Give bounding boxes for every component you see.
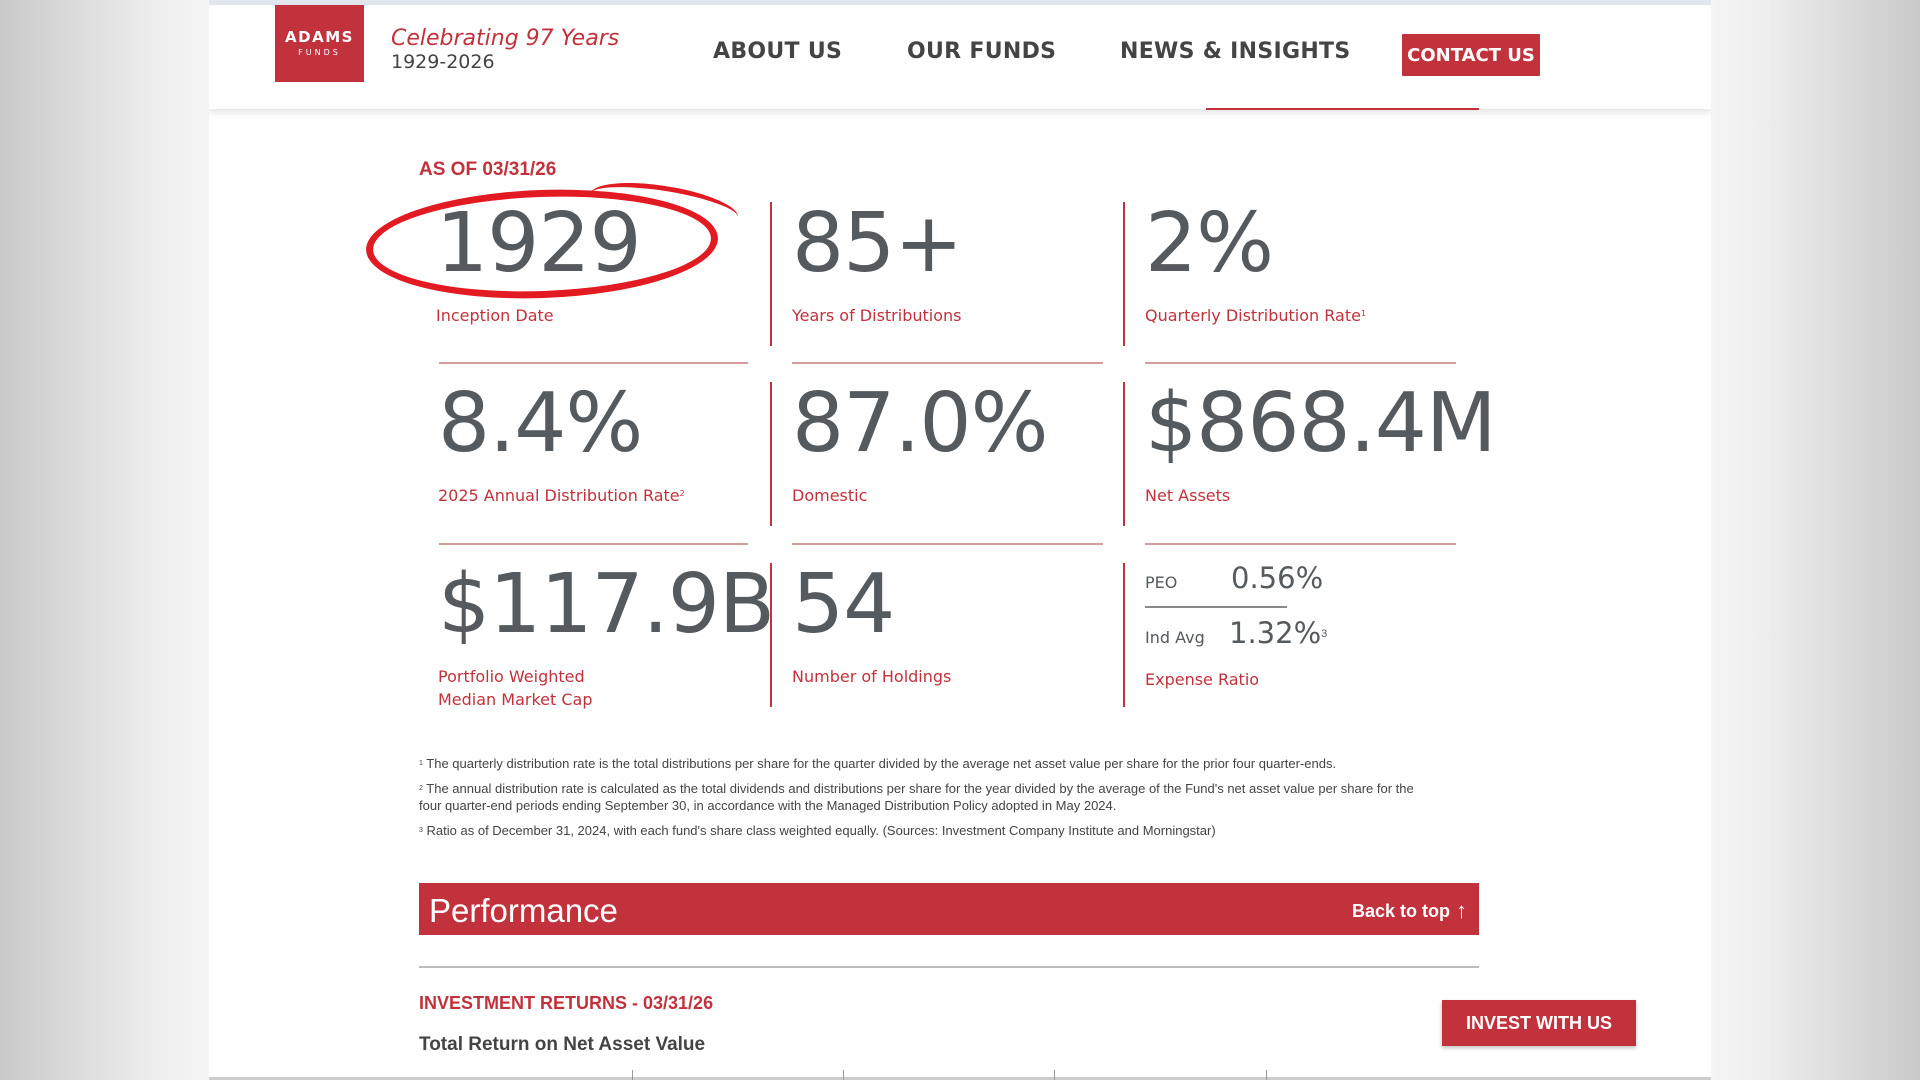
stat-label: Number of Holdings xyxy=(792,667,952,686)
performance-header-bar: Performance Back to top ↑ xyxy=(419,883,1479,935)
stat-label: Years of Distributions xyxy=(792,306,962,325)
ind-avg-value: 1.32% xyxy=(1229,616,1322,650)
divider-horizontal xyxy=(1145,362,1456,364)
ind-avg-row: Ind Avg 1.32% 3 xyxy=(1145,616,1327,650)
section-divider xyxy=(419,966,1479,968)
stat-annual-rate: 8.4% 2025 Annual Distribution Rate2 xyxy=(438,383,685,507)
arrow-up-icon: ↑ xyxy=(1456,898,1467,923)
stat-label: Inception Date xyxy=(436,306,554,325)
stat-label: Net Assets xyxy=(1145,486,1231,505)
footnote-text: Ratio as of December 31, 2024, with each… xyxy=(426,823,1216,838)
stat-value: $117.9B xyxy=(438,557,775,652)
logo-text-adams: ADAMS xyxy=(285,28,354,46)
footnote-num: 3 xyxy=(419,827,423,834)
divider-vertical xyxy=(1123,563,1125,707)
divider-horizontal xyxy=(1145,543,1456,545)
divider-vertical xyxy=(1123,202,1125,346)
ind-avg-label: Ind Avg xyxy=(1145,628,1205,647)
page: ADAMS FUNDS Celebrating 97 Years 1929-20… xyxy=(209,0,1711,1080)
footnote-3: 3 Ratio as of December 31, 2024, with ea… xyxy=(419,822,1434,839)
stat-label: Portfolio Weighted Median Market Cap xyxy=(438,665,774,711)
stat-value: 87.0% xyxy=(792,376,1048,471)
footnote-text: The quarterly distribution rate is the t… xyxy=(426,756,1337,771)
stat-label-line2: Median Market Cap xyxy=(438,690,593,709)
stat-label: 2025 Annual Distribution Rate2 xyxy=(438,484,685,507)
invest-with-us-button[interactable]: INVEST WITH US xyxy=(1442,1000,1636,1046)
divider-horizontal xyxy=(792,543,1103,545)
anniversary-tagline: Celebrating 97 Years 1929-2026 xyxy=(391,26,619,73)
footnote-2: 2 The annual distribution rate is calcul… xyxy=(419,780,1434,814)
stat-value: 2% xyxy=(1145,196,1274,291)
contact-us-button[interactable]: CONTACT US xyxy=(1402,34,1540,76)
stat-value: 1929 xyxy=(436,196,642,291)
table-column-divider xyxy=(632,1070,633,1080)
stat-label-text: 2025 Annual Distribution Rate xyxy=(438,486,680,505)
investment-returns-heading: INVESTMENT RETURNS - 03/31/26 xyxy=(419,993,714,1013)
footnote-ref: 3 xyxy=(1321,628,1328,640)
footnote-ref: 2 xyxy=(679,489,685,498)
table-column-divider xyxy=(843,1070,844,1080)
performance-title: Performance xyxy=(429,892,618,929)
stat-holdings: 54 Number of Holdings xyxy=(792,564,951,688)
site-header: ADAMS FUNDS Celebrating 97 Years 1929-20… xyxy=(209,5,1711,110)
stat-label: Domestic xyxy=(792,486,868,505)
stat-label: Quarterly Distribution Rate1 xyxy=(1145,304,1366,327)
stat-value: 8.4% xyxy=(438,376,643,471)
tagline-years: 1929-2026 xyxy=(391,51,495,73)
footnote-ref: 1 xyxy=(1360,309,1367,318)
peo-row: PEO 0.56% xyxy=(1145,561,1323,595)
table-column-divider xyxy=(1054,1070,1055,1080)
as-of-date: AS OF 03/31/26 xyxy=(419,159,557,180)
divider-horizontal xyxy=(439,362,748,364)
expense-ratio-label: Expense Ratio xyxy=(1145,670,1260,689)
nav-news-insights[interactable]: NEWS & INSIGHTS xyxy=(1120,39,1351,64)
total-return-heading: Total Return on Net Asset Value xyxy=(419,1034,706,1055)
top-border xyxy=(209,0,1711,5)
table-top-border xyxy=(209,1077,1711,1080)
stat-domestic: 87.0% Domestic xyxy=(792,383,1048,507)
stat-quarterly-rate: 2% Quarterly Distribution Rate1 xyxy=(1145,203,1366,327)
peo-label: PEO xyxy=(1145,573,1178,592)
nav-active-underline xyxy=(1206,108,1479,110)
nav-about-us[interactable]: ABOUT US xyxy=(713,39,843,64)
footnote-1: 1 The quarterly distribution rate is the… xyxy=(419,755,1434,772)
divider-vertical xyxy=(770,563,772,707)
divider-horizontal xyxy=(792,362,1103,364)
adams-funds-logo[interactable]: ADAMS FUNDS xyxy=(275,5,364,82)
stat-value: 85+ xyxy=(792,196,963,291)
stat-value: $868.4M xyxy=(1145,376,1497,471)
expense-divider xyxy=(1145,606,1287,608)
back-to-top-link[interactable]: Back to top ↑ xyxy=(1352,900,1467,922)
back-to-top-label: Back to top xyxy=(1351,900,1450,921)
stat-market-cap: $117.9B Portfolio Weighted Median Market… xyxy=(438,557,775,711)
footnote-num: 2 xyxy=(419,785,423,792)
divider-vertical xyxy=(770,202,772,346)
divider-vertical xyxy=(1123,382,1125,526)
stat-inception: 1929 Inception Date xyxy=(436,196,642,327)
stat-years-distributions: 85+ Years of Distributions xyxy=(792,196,963,327)
logo-text-funds: FUNDS xyxy=(298,48,341,57)
stat-label-text: Quarterly Distribution Rate xyxy=(1145,306,1361,325)
footnote-text: The annual distribution rate is calculat… xyxy=(419,781,1414,813)
stat-label-line1: Portfolio Weighted xyxy=(438,667,585,686)
tagline-title: Celebrating 97 Years xyxy=(391,26,620,51)
divider-horizontal xyxy=(439,543,748,545)
peo-value: 0.56% xyxy=(1231,561,1324,595)
stat-value: 54 xyxy=(792,557,895,652)
table-column-divider xyxy=(1266,1070,1267,1080)
nav-our-funds[interactable]: OUR FUNDS xyxy=(907,39,1057,64)
footnote-num: 1 xyxy=(419,760,423,767)
divider-vertical xyxy=(770,382,772,526)
footnotes: 1 The quarterly distribution rate is the… xyxy=(419,755,1434,847)
stat-net-assets: $868.4M Net Assets xyxy=(1145,376,1497,507)
